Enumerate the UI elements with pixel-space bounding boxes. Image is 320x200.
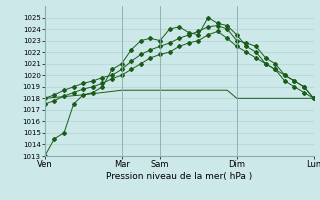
X-axis label: Pression niveau de la mer( hPa ): Pression niveau de la mer( hPa ) — [106, 172, 252, 181]
